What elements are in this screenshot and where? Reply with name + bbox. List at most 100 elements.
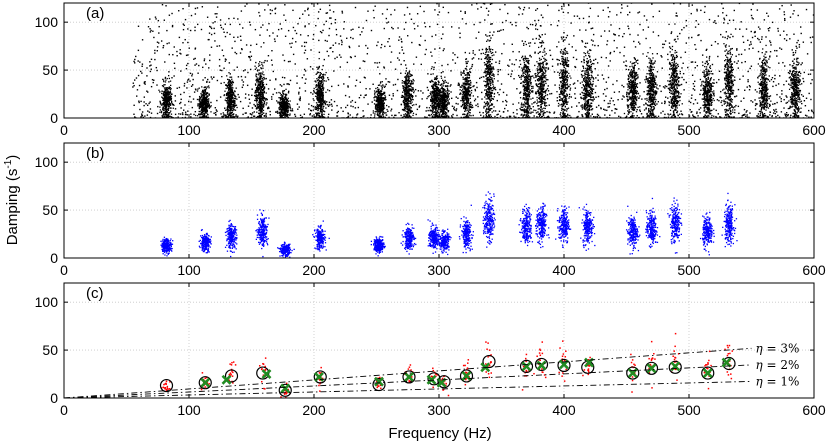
scatter-point	[691, 74, 694, 76]
scatter-point	[274, 8, 276, 10]
scatter-point	[234, 40, 236, 43]
scatter-point	[204, 112, 206, 114]
scatter-point	[282, 104, 285, 106]
scatter-point	[607, 102, 609, 105]
scatter-point	[285, 97, 287, 100]
scatter-point	[297, 108, 299, 110]
scatter-point	[786, 34, 788, 36]
scatter-point	[195, 89, 197, 91]
scatter-point	[225, 116, 228, 118]
scatter-point	[155, 18, 157, 20]
scatter-point	[409, 89, 412, 91]
scatter-point	[163, 97, 165, 99]
scatter-point	[608, 30, 611, 32]
scatter-point	[320, 105, 322, 107]
scatter-point	[294, 63, 296, 65]
scatter-point	[325, 107, 327, 109]
scatter-point	[793, 66, 796, 69]
scatter-point	[408, 100, 411, 102]
scatter-point	[403, 91, 406, 93]
scatter-point	[579, 29, 581, 31]
scatter-point	[409, 106, 411, 108]
scatter-point	[144, 83, 146, 85]
scatter-point	[223, 31, 225, 33]
scatter-point	[377, 91, 379, 93]
scatter-point	[403, 89, 405, 92]
scatter-point	[165, 102, 167, 104]
scatter-point	[289, 79, 292, 82]
scatter-point	[224, 60, 226, 62]
scatter-point	[258, 100, 261, 102]
scatter-point	[184, 113, 187, 116]
scatter-point	[231, 84, 234, 86]
scatter-point	[286, 113, 288, 115]
scatter-point	[405, 21, 407, 24]
scatter-point	[382, 100, 384, 103]
scatter-point	[410, 75, 412, 77]
scatter-point	[778, 62, 780, 64]
scatter-point	[282, 95, 284, 97]
scatter-point	[167, 87, 169, 89]
scatter-point	[150, 29, 152, 32]
scatter-point	[800, 32, 802, 35]
scatter-point	[748, 85, 751, 87]
scatter-point	[697, 23, 700, 25]
scatter-point	[214, 40, 216, 42]
scatter-point	[229, 73, 231, 75]
scatter-point	[248, 94, 250, 96]
scatter-point	[515, 59, 517, 61]
scatter-point	[204, 105, 206, 108]
scatter-point	[379, 99, 382, 101]
scatter-point	[737, 60, 740, 62]
scatter-point	[479, 77, 481, 80]
scatter-point	[438, 11, 441, 13]
scatter-point	[367, 103, 369, 105]
scatter-point	[377, 66, 379, 68]
scatter-point	[229, 116, 231, 118]
scatter-point	[407, 99, 409, 101]
scatter-point	[164, 111, 167, 113]
scatter-point	[689, 101, 692, 104]
scatter-point	[629, 33, 631, 36]
scatter-point	[203, 95, 205, 98]
scatter-point	[219, 96, 222, 98]
scatter-point	[226, 85, 228, 87]
scatter-point	[257, 86, 260, 89]
scatter-point	[332, 51, 334, 53]
scatter-point	[694, 116, 697, 118]
scatter-point	[400, 38, 402, 40]
scatter-point	[305, 78, 307, 80]
scatter-point	[328, 34, 330, 37]
scatter-point	[403, 81, 405, 83]
scatter-point	[382, 97, 385, 99]
scatter-point	[280, 111, 283, 113]
scatter-point	[147, 25, 150, 28]
scatter-point	[226, 31, 228, 34]
scatter-point	[221, 115, 223, 118]
scatter-point	[592, 100, 594, 102]
scatter-point	[519, 7, 521, 10]
scatter-point	[204, 96, 206, 99]
scatter-point	[143, 96, 146, 98]
scatter-point	[562, 40, 565, 42]
scatter-point	[391, 98, 393, 100]
scatter-point	[490, 104, 493, 106]
scatter-point	[281, 85, 283, 87]
scatter-point	[407, 105, 410, 107]
scatter-point	[150, 112, 153, 114]
scatter-point	[330, 47, 332, 49]
scatter-point	[316, 96, 318, 98]
scatter-point	[557, 20, 560, 22]
scatter-point	[214, 107, 217, 109]
scatter-point	[436, 23, 439, 26]
scatter-point	[319, 93, 321, 95]
scatter-point	[162, 107, 164, 109]
scatter-point	[758, 97, 760, 99]
scatter-point	[660, 55, 662, 57]
scatter-point	[166, 97, 168, 99]
scatter-point	[740, 100, 742, 102]
scatter-point	[664, 87, 666, 89]
scatter-point	[169, 98, 171, 100]
scatter-point	[574, 87, 577, 89]
scatter-point	[259, 82, 261, 84]
